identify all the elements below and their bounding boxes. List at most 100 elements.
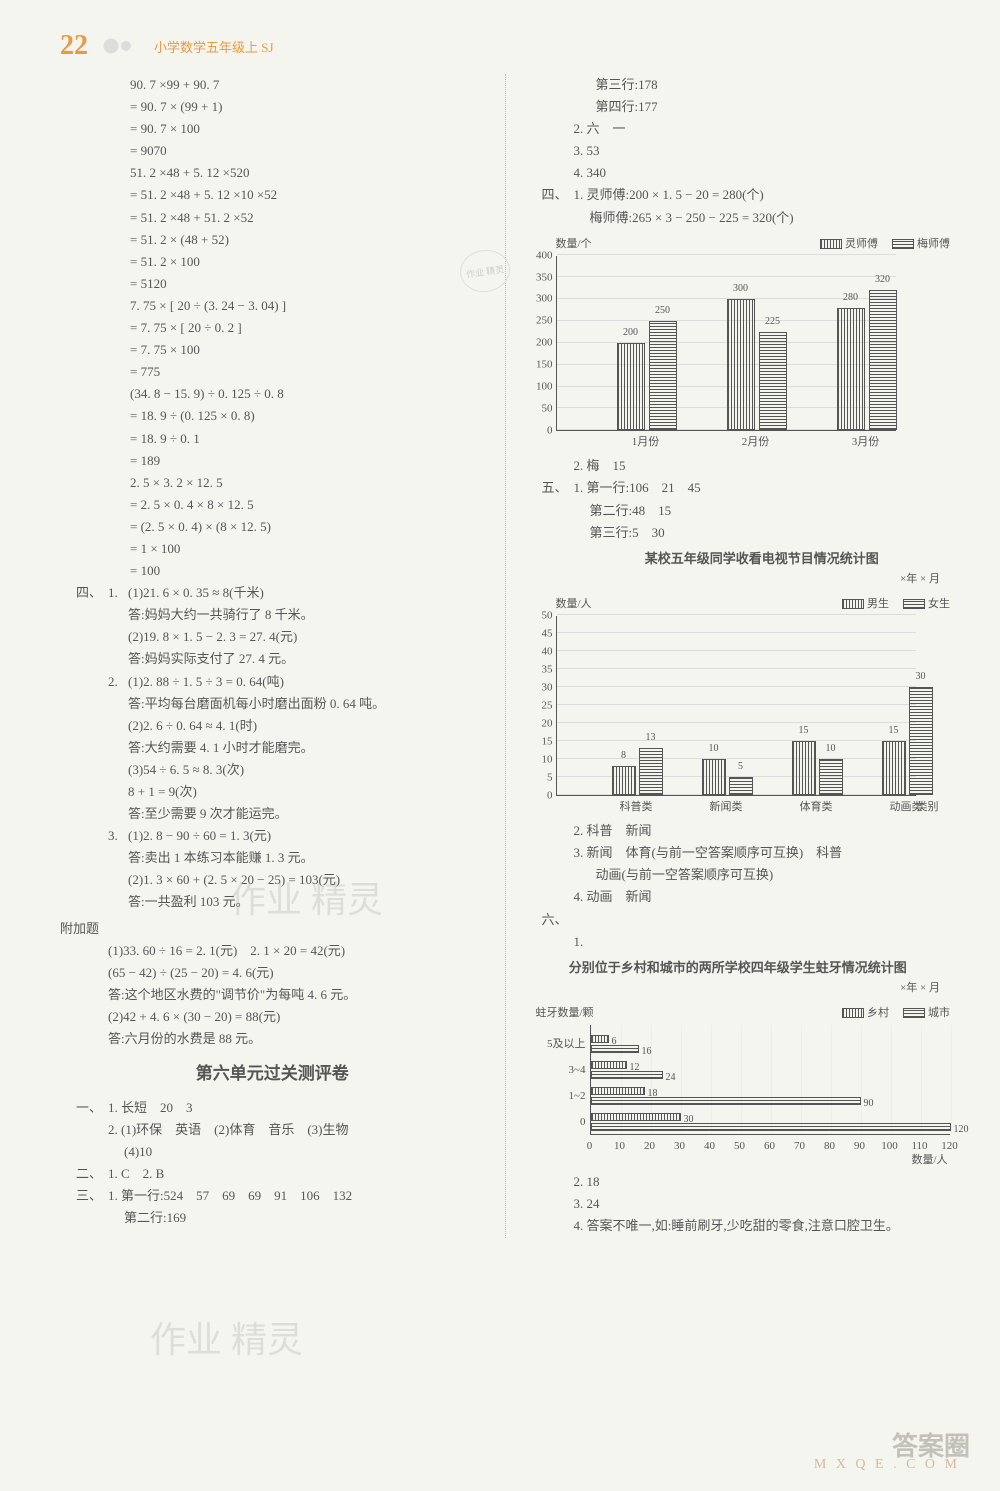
chart1-legend-b: 梅师傅 (892, 235, 950, 254)
watermark-2: 作业 精灵 (150, 1310, 303, 1371)
bar-value-label: 30 (916, 668, 926, 685)
calc-line: = 90. 7 × 100 (60, 118, 485, 140)
y-tick: 200 (517, 334, 553, 353)
bar (759, 332, 787, 430)
q4-1d: 答:妈妈实际支付了 27. 4 元。 (128, 648, 485, 670)
hbar-value-label: 90 (864, 1095, 874, 1112)
calc-line: = 100 (60, 560, 485, 582)
u1-label: 一、 (60, 1097, 108, 1163)
legend-pattern-h-icon (903, 599, 925, 609)
r3-3: 2. 六 一 (526, 118, 951, 140)
chart3-title: 分别位于乡村和城市的两所学校四年级学生蛀牙情况统计图 (526, 957, 951, 979)
u2-label: 二、 (60, 1163, 108, 1185)
bar-value-label: 200 (623, 324, 638, 341)
y-cat-label: 0 (580, 1113, 586, 1132)
bar-value-label: 5 (738, 758, 743, 775)
x-label: 3月份 (852, 433, 880, 452)
y-tick: 350 (517, 268, 553, 287)
page-root: 22 小学数学五年级上 SJ 作业 精灵 90. 7 ×99 + 90. 7= … (0, 0, 1000, 1268)
x-tick: 60 (764, 1137, 775, 1156)
rq5-row: 五、 1. 第一行:106 21 45 第二行:48 15 第三行:5 30 (526, 477, 951, 543)
column-divider (505, 74, 506, 1238)
bar (617, 343, 645, 431)
rq4-row: 四、 1. 灵师傅:200 × 1. 5 − 20 = 280(个) 梅师傅:2… (526, 184, 951, 228)
hbar (591, 1045, 639, 1053)
calc-line: = 775 (60, 361, 485, 383)
bar (819, 759, 843, 795)
extra-body: (1)33. 60 ÷ 16 = 2. 1(元) 2. 1 × 20 = 42(… (60, 940, 485, 1050)
q4-3a: (1)2. 8 − 90 ÷ 60 = 1. 3(元) (128, 825, 485, 847)
bar-value-label: 15 (889, 722, 899, 739)
y-tick: 5 (517, 768, 553, 787)
chart2-wrap: 数量/人 男生 女生 05101520253035404550813105151… (556, 595, 951, 815)
q4-1b: 答:妈妈大约一共骑行了 8 千米。 (128, 604, 485, 626)
extra-4: (2)42 + 4. 6 × (30 − 20) = 88(元) (108, 1006, 485, 1028)
calc-line: = 18. 9 ÷ (0. 125 × 0. 8) (60, 405, 485, 427)
q4-2e: (3)54 ÷ 6. 5 ≈ 8. 3(次) (128, 759, 485, 781)
x-label: 2月份 (742, 433, 770, 452)
legend-pattern-v-icon (842, 599, 864, 609)
r3-5: 4. 340 (526, 162, 951, 184)
calc-line: (34. 8 − 15. 9) ÷ 0. 125 ÷ 0. 8 (60, 383, 485, 405)
header-subtitle: 小学数学五年级上 SJ (154, 37, 274, 56)
chart3-xaxis: 0102030405060708090100110120数量/人 (590, 1135, 950, 1165)
r3-2: 第四行:177 (526, 96, 951, 118)
x-tick: 0 (587, 1137, 593, 1156)
bar (727, 299, 755, 430)
rq6-1: 1. (526, 931, 951, 953)
content-columns: 90. 7 ×99 + 90. 7= 90. 7 × (99 + 1)= 90.… (60, 74, 950, 1238)
after-c1-1: 2. 梅 15 (526, 455, 951, 477)
bar (639, 748, 663, 795)
calc-line: = 7. 75 × 100 (60, 339, 485, 361)
y-tick: 35 (517, 660, 553, 679)
u1-1: 1. 长短 20 3 (108, 1097, 485, 1119)
chart1-wrap: 数量/个 灵师傅 梅师傅 050100150200250300350400200… (556, 235, 951, 450)
y-tick: 250 (517, 312, 553, 331)
hbar-value-label: 24 (666, 1069, 676, 1086)
hbar (591, 1097, 861, 1105)
chart2-date: ×年 × 月 (526, 570, 951, 589)
calc-line: = 51. 2 × (48 + 52) (60, 229, 485, 251)
y-tick: 45 (517, 624, 553, 643)
calc-line: = 7. 75 × [ 20 ÷ 0. 2 ] (60, 317, 485, 339)
y-tick: 40 (517, 642, 553, 661)
u2-row: 二、 1. C 2. B (60, 1163, 485, 1185)
q4-n2: 2. (108, 671, 128, 826)
y-tick: 15 (517, 732, 553, 751)
calc-line: = 90. 7 × (99 + 1) (60, 96, 485, 118)
bar (702, 759, 726, 795)
chart2: 0510152025303540455081310515101530 (556, 616, 916, 796)
bar (869, 290, 897, 430)
u1-row: 一、 1. 长短 20 3 2. (1)环保 英语 (2)体育 音乐 (3)生物… (60, 1097, 485, 1163)
footer-watermark: M X Q E . C O M (814, 1457, 960, 1473)
x-tick: 40 (704, 1137, 715, 1156)
y-tick: 50 (517, 399, 553, 418)
chart3-ylabel: 蛀牙数量/颗 (536, 1004, 594, 1023)
hbar-value-label: 16 (642, 1043, 652, 1060)
chart3-yaxis: 5及以上3~41~20 (536, 1025, 590, 1135)
ac2-3: 4. 动画 新闻 (526, 886, 951, 908)
legend-pattern-v-icon (820, 239, 842, 249)
rq5-label: 五、 (526, 477, 574, 543)
q4-3b: 答:卖出 1 本练习本能赚 1. 3 元。 (128, 847, 485, 869)
chart1-ylabel: 数量/个 (556, 235, 592, 254)
x-label: 1月份 (632, 433, 660, 452)
q4-label: 四、 (60, 582, 108, 670)
rq5-3: 第三行:5 30 (574, 522, 951, 544)
bar-value-label: 10 (709, 740, 719, 757)
u3-label: 三、 (60, 1185, 108, 1229)
page-header: 22 小学数学五年级上 SJ (60, 30, 950, 62)
x-label: 新闻类 (710, 798, 743, 817)
bar-value-label: 225 (765, 313, 780, 330)
extra-label: 附加题 (60, 918, 485, 940)
x-tick: 10 (614, 1137, 625, 1156)
r3-1: 第三行:178 (526, 74, 951, 96)
q4-2f: 8 + 1 = 9(次) (128, 781, 485, 803)
calc-line: 90. 7 ×99 + 90. 7 (60, 74, 485, 96)
y-tick: 0 (517, 786, 553, 805)
hbar (591, 1061, 627, 1069)
chart3: 6161224189030120 (590, 1025, 950, 1135)
q4-3c: (2)1. 3 × 60 + (2. 5 × 20 − 25) = 103(元) (128, 869, 485, 891)
q4-n1: 1. (108, 582, 128, 670)
bar (649, 321, 677, 430)
